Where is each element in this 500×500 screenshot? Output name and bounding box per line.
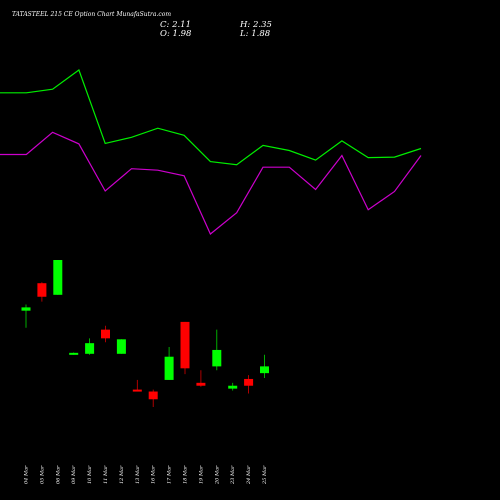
candle-17-mar <box>164 347 174 380</box>
candle-05-mar <box>37 282 47 302</box>
candle-18-mar <box>180 321 190 375</box>
candle-body <box>164 356 174 380</box>
x-tick-label: 18 Mar <box>183 465 189 484</box>
x-tick-label: 06 Mar <box>55 465 61 484</box>
candle-body <box>21 307 31 311</box>
high-value: H: 2.35 <box>239 20 272 30</box>
x-tick-label: 25 Mar <box>262 465 268 485</box>
candle-body <box>228 385 238 389</box>
candle-16-mar <box>148 389 158 407</box>
candle-23-mar <box>228 382 238 391</box>
close-value: C: 2.11 <box>160 20 191 30</box>
candle-20-mar <box>212 329 222 371</box>
x-tick-label: 11 Mar <box>103 465 109 484</box>
x-tick-label: 05 Mar <box>39 465 45 484</box>
candle-body <box>132 389 142 392</box>
low-value: L: 1.88 <box>239 29 271 39</box>
candle-body <box>37 283 47 297</box>
candle-24-mar <box>244 375 254 394</box>
open-value: O: 1.98 <box>160 29 192 39</box>
lower-line <box>0 131 422 235</box>
candle-19-mar <box>196 370 206 387</box>
candle-body <box>244 378 254 386</box>
candles <box>21 260 269 407</box>
candle-body <box>212 349 222 367</box>
x-tick-label: 10 Mar <box>87 465 93 484</box>
candle-body <box>260 366 269 374</box>
x-tick-label: 16 Mar <box>151 465 157 484</box>
x-tick-label: 23 Mar <box>230 465 236 485</box>
candle-body <box>85 343 95 354</box>
candle-10-mar <box>85 338 95 355</box>
x-tick-label: 13 Mar <box>135 465 141 484</box>
indicator-lines <box>0 69 422 235</box>
chart-title: TATASTEEL 215 CE Option Chart MunafaSutr… <box>12 11 171 18</box>
candle-body <box>53 260 63 295</box>
x-tick-label: 04 Mar <box>24 465 30 484</box>
x-tick-label: 12 Mar <box>119 465 125 484</box>
x-tick-label: 24 Mar <box>246 465 252 485</box>
x-tick-label: 17 Mar <box>167 465 173 484</box>
x-tick-label: 09 Mar <box>71 465 77 484</box>
candle-11-mar <box>101 325 110 343</box>
candle-body <box>180 321 190 369</box>
candle-body <box>69 352 79 355</box>
candle-body <box>196 382 206 386</box>
candle-body <box>148 391 158 400</box>
candle-13-mar <box>132 379 142 392</box>
x-axis-ticks: 04 Mar 05 Mar 06 Mar 09 Mar 10 Mar 11 Mar 12 M… <box>24 465 269 485</box>
candle-06-mar <box>53 260 63 295</box>
candle-25-mar <box>260 354 269 378</box>
upper-line <box>0 69 422 166</box>
candle-body <box>116 339 126 354</box>
x-tick-label: 19 Mar <box>198 465 204 484</box>
candle-04-mar <box>21 304 31 328</box>
x-tick-label: 20 Mar <box>214 465 220 485</box>
candle-body <box>101 329 110 339</box>
candle-12-mar <box>116 339 126 354</box>
candle-09-mar <box>69 352 79 355</box>
